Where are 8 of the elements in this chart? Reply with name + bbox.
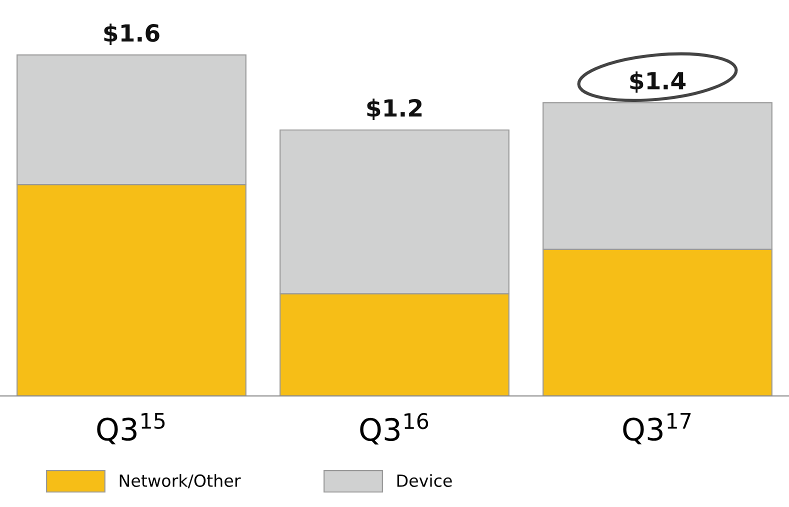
- legend-label: Device: [397, 474, 452, 487]
- annotation: $1.4: [630, 71, 686, 93]
- annotation: $1.2: [367, 98, 422, 120]
- legend-label: Network/Other: [120, 474, 241, 488]
- x-tick-label: Q3$^{17}$: [623, 413, 691, 444]
- x-tick-label: Q3$^{15}$: [97, 413, 165, 444]
- x-tick-label: Q3$^{16}$: [360, 413, 428, 445]
- text: $1.6: [104, 24, 160, 46]
